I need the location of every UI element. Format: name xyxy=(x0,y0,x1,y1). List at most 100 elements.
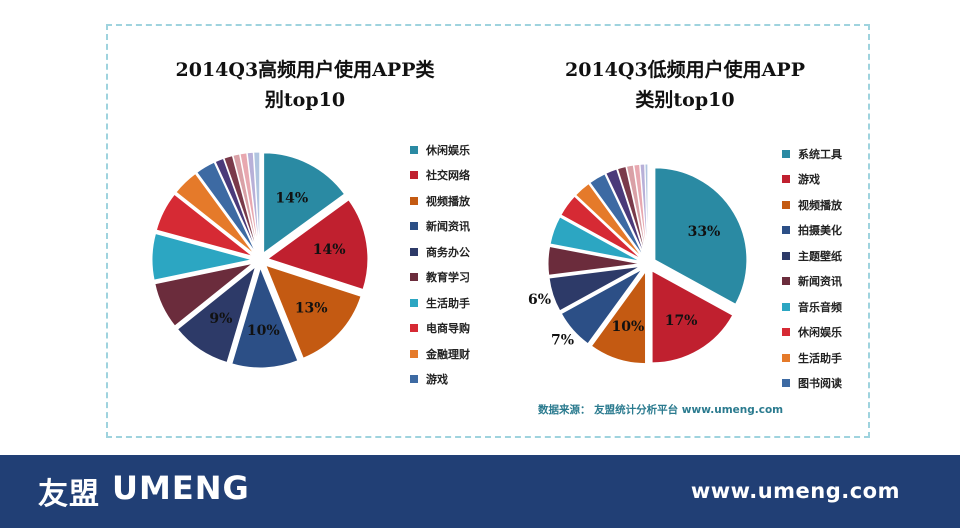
legend-swatch xyxy=(782,175,790,184)
legend-label: 社交网络 xyxy=(426,169,470,183)
legend-item: 教育学习 xyxy=(410,265,470,291)
pie-slice-1-7 xyxy=(560,195,642,260)
legend-item: 音乐音频 xyxy=(782,294,842,320)
legend-label: 图书阅读 xyxy=(798,377,842,391)
legend-item: 生活助手 xyxy=(782,345,842,371)
legend-item: 电商导购 xyxy=(410,316,470,342)
legend-label: 商务办公 xyxy=(426,245,470,259)
pie-label-0-0: 14% xyxy=(275,191,308,207)
chart-title-left-line2: 别top10 xyxy=(264,89,346,111)
pie-slice-0-4 xyxy=(176,265,257,364)
legend-swatch xyxy=(410,247,418,256)
pie-label-0-4: 9% xyxy=(209,311,232,327)
legend-swatch xyxy=(782,328,790,337)
pie-slice-0-8 xyxy=(175,172,255,255)
legend-item: 系统工具 xyxy=(782,141,842,167)
pie-slice-1-9 xyxy=(589,173,645,258)
legend-item: 休闲娱乐 xyxy=(410,137,470,163)
chart-title-right-line1: 2014Q3低频用户使用APP xyxy=(565,59,805,81)
pie-label-1-1: 17% xyxy=(665,313,698,329)
legend-label: 金融理财 xyxy=(426,347,470,361)
legend-swatch xyxy=(410,171,418,180)
legend-right: 系统工具游戏视频播放拍摄美化主题壁纸新闻资讯音乐音频休闲娱乐 生活助手图书阅读 xyxy=(782,141,842,396)
legend-swatch xyxy=(782,149,790,158)
legend-item: 游戏 xyxy=(782,167,842,193)
pie-label-1-0: 33% xyxy=(688,224,721,240)
pie-slice-0-13 xyxy=(239,152,260,253)
pie-slice-1-11 xyxy=(616,165,647,257)
legend-item: 新闻资讯 xyxy=(410,214,470,240)
legend-swatch xyxy=(782,277,790,286)
legend-label: 音乐音频 xyxy=(798,300,842,314)
legend-label: 新闻资讯 xyxy=(798,275,842,289)
legend-swatch xyxy=(410,298,418,307)
pie-label-0-2: 13% xyxy=(295,301,328,317)
pie-slice-0-3 xyxy=(231,266,299,369)
chart-title-left: 2014Q3高频用户使用APP类 别top10 xyxy=(150,55,460,115)
pie-slice-1-0 xyxy=(654,167,748,305)
pie-slice-1-4 xyxy=(548,265,641,312)
pie-slice-1-3 xyxy=(560,268,643,345)
legend-swatch xyxy=(782,200,790,209)
pie-slice-0-15 xyxy=(253,151,261,253)
pie-slice-0-7 xyxy=(155,193,254,257)
footer-url[interactable]: www.umeng.com xyxy=(690,479,900,503)
pie-slice-1-2 xyxy=(590,270,647,365)
legend-label: 主题壁纸 xyxy=(798,249,842,263)
legend-label: 系统工具 xyxy=(798,147,842,161)
legend-item: 社交网络 xyxy=(410,163,470,189)
pie-label-1-3: 7% xyxy=(551,332,574,348)
pie-label-0-3: 10% xyxy=(247,323,280,339)
pie-slice-1-8 xyxy=(574,182,644,259)
legend-item: 图书阅读 xyxy=(782,371,842,397)
legend-item: 生活助手 xyxy=(410,290,470,316)
pie-label-1-2: 10% xyxy=(612,319,645,335)
data-source-note: 数据来源： 友盟统计分析平台 www.umeng.com xyxy=(538,404,784,416)
pie-slice-0-9 xyxy=(196,161,257,254)
chart-title-left-line1: 2014Q3高频用户使用APP类 xyxy=(175,59,435,81)
legend-item: 视频播放 xyxy=(782,192,842,218)
pie-slice-0-11 xyxy=(223,154,259,253)
pie-slice-1-1 xyxy=(651,270,734,364)
chart-frame xyxy=(106,24,870,438)
legend-swatch xyxy=(410,324,418,333)
legend-item: 新闻资讯 xyxy=(782,269,842,295)
legend-swatch xyxy=(410,222,418,231)
pie-slice-1-6 xyxy=(549,216,641,262)
legend-label: 拍摄美化 xyxy=(798,224,842,238)
chart-title-right: 2014Q3低频用户使用APP 类别top10 xyxy=(530,55,840,115)
pie-slice-1-10 xyxy=(605,168,646,257)
legend-item: 游戏 xyxy=(410,367,470,393)
legend-label: 游戏 xyxy=(426,373,448,387)
legend-label: 新闻资讯 xyxy=(426,220,470,234)
chart-title-right-line2: 类别top10 xyxy=(635,89,735,111)
legend-item: 金融理财 xyxy=(410,341,470,367)
legend-item: 主题壁纸 xyxy=(782,243,842,269)
legend-swatch xyxy=(410,375,418,384)
legend-swatch xyxy=(410,349,418,358)
legend-swatch xyxy=(782,353,790,362)
legend-label: 休闲娱乐 xyxy=(426,143,470,157)
pie-slice-0-2 xyxy=(264,264,362,359)
legend-swatch xyxy=(782,226,790,235)
pie-slice-1-12 xyxy=(625,164,648,257)
pie-slice-1-5 xyxy=(547,245,641,276)
legend-swatch xyxy=(782,302,790,311)
logo-umeng: UMENG xyxy=(112,469,250,507)
legend-swatch xyxy=(410,145,418,154)
legend-item: 休闲娱乐 xyxy=(782,320,842,346)
pie-label-1-4: 6% xyxy=(528,292,551,308)
legend-left: 休闲娱乐社交网络视频播放新闻资讯商务办公教育学习 生活助手 电商导购金融理财游戏 xyxy=(410,137,470,392)
legend-label: 游戏 xyxy=(798,173,820,187)
footer-bar: 友盟 UMENG www.umeng.com xyxy=(0,455,960,528)
pie-label-0-1: 14% xyxy=(313,242,346,258)
pie-slice-0-0 xyxy=(263,152,346,254)
pie-slice-0-10 xyxy=(214,157,258,253)
legend-item: 视频播放 xyxy=(410,188,470,214)
logo-chinese: 友盟 xyxy=(38,477,100,512)
legend-label: 视频播放 xyxy=(426,194,470,208)
pie-slice-0-12 xyxy=(232,153,259,253)
pie-slice-1-15 xyxy=(644,163,649,257)
